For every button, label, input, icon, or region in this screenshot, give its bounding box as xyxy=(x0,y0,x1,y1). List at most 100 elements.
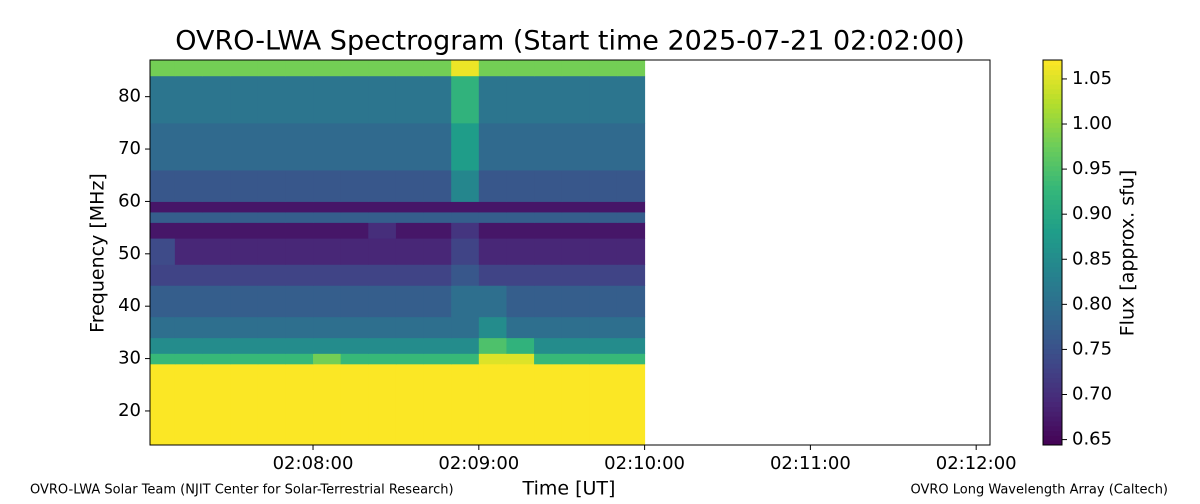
heatmap-cell xyxy=(313,337,342,354)
colorbar-swatch xyxy=(1043,156,1062,162)
y-tick-label: 60 xyxy=(118,190,141,211)
heatmap-cell xyxy=(368,363,397,446)
colorbar-swatch xyxy=(1043,199,1062,205)
colorbar-swatch xyxy=(1043,79,1062,85)
heatmap-cell xyxy=(616,201,646,213)
heatmap-cell xyxy=(368,170,397,202)
heatmap-cell xyxy=(451,238,480,265)
heatmap-cell xyxy=(423,170,452,202)
footer-left: OVRO-LWA Solar Team (NJIT Center for Sol… xyxy=(30,483,454,498)
heatmap-cell xyxy=(395,285,425,318)
heatmap-cell xyxy=(230,285,259,318)
heatmap-cell xyxy=(340,60,369,77)
heatmap-cell xyxy=(150,316,176,339)
heatmap-cell xyxy=(534,363,563,446)
heatmap-cell xyxy=(451,316,480,339)
heatmap-cell xyxy=(478,122,507,171)
colorbar-swatch xyxy=(1043,430,1062,436)
colorbar-swatch xyxy=(1043,141,1062,148)
heatmap-cell xyxy=(174,238,203,265)
heatmap-cell xyxy=(423,75,452,124)
heatmap-cell xyxy=(230,337,259,354)
colorbar-tick-label: 0.80 xyxy=(1072,293,1112,314)
heatmap-cell xyxy=(150,122,176,171)
heatmap-cell xyxy=(589,222,618,239)
heatmap-cell xyxy=(313,201,342,213)
colorbar-swatch xyxy=(1043,262,1062,268)
heatmap-cell xyxy=(202,353,231,365)
heatmap-cell xyxy=(174,337,203,354)
heatmap-cell xyxy=(150,211,176,223)
heatmap-cell xyxy=(589,75,618,124)
heatmap-cell xyxy=(451,122,480,171)
heatmap-cell xyxy=(150,238,176,265)
heatmap-cell xyxy=(451,75,480,124)
heatmap-cell xyxy=(589,353,618,365)
heatmap-cell xyxy=(202,337,231,354)
heatmap-cell xyxy=(150,264,176,286)
heatmap-cell xyxy=(478,264,507,286)
colorbar-swatch xyxy=(1043,435,1062,441)
heatmap-cell xyxy=(478,170,507,202)
colorbar-swatch xyxy=(1043,175,1062,181)
heatmap-cell xyxy=(202,201,231,213)
heatmap-cell xyxy=(451,285,480,318)
heatmap-cell xyxy=(285,337,314,354)
colorbar-swatch xyxy=(1043,218,1062,225)
heatmap-cell xyxy=(616,353,646,365)
heatmap-cell xyxy=(340,222,369,239)
heatmap-cell xyxy=(561,75,590,124)
heatmap-cell xyxy=(589,337,618,354)
colorbar-swatch xyxy=(1043,93,1062,99)
heatmap-cell xyxy=(534,75,563,124)
heatmap-cell xyxy=(451,201,480,213)
heatmap-cell xyxy=(313,285,342,318)
heatmap-cell xyxy=(202,285,231,318)
colorbar-swatch xyxy=(1043,228,1062,234)
colorbar-tick-label: 0.75 xyxy=(1072,338,1112,359)
heatmap-cell xyxy=(257,75,286,124)
heatmap-cell xyxy=(561,201,590,213)
heatmap-cell xyxy=(395,337,425,354)
colorbar-swatch xyxy=(1043,420,1062,427)
heatmap-cell xyxy=(589,363,618,446)
colorbar-swatch xyxy=(1043,185,1062,191)
heatmap-cell xyxy=(478,238,507,265)
heatmap-cell xyxy=(561,60,590,77)
heatmap-cell xyxy=(423,238,452,265)
heatmap-cell xyxy=(230,353,259,365)
heatmap-cell xyxy=(368,337,397,354)
heatmap-cell xyxy=(150,285,176,318)
heatmap-cell xyxy=(423,337,452,354)
heatmap-cell xyxy=(616,316,646,339)
heatmap-cell xyxy=(285,60,314,77)
colorbar-swatch xyxy=(1043,127,1062,133)
colorbar-swatch xyxy=(1043,194,1062,201)
heatmap-cell xyxy=(285,264,314,286)
y-axis-label: Frequency [MHz] xyxy=(87,173,109,333)
colorbar-swatch xyxy=(1043,161,1062,167)
heatmap-cell xyxy=(423,201,452,213)
heatmap-cell xyxy=(451,337,480,354)
heatmap-cell xyxy=(257,170,286,202)
heatmap-cell xyxy=(368,238,397,265)
heatmap-cell xyxy=(478,363,507,446)
heatmap-cell xyxy=(589,122,618,171)
heatmap-cell xyxy=(174,170,203,202)
heatmap-cell xyxy=(423,264,452,286)
heatmap-cell xyxy=(202,211,231,223)
colorbar-label: Flux [approx. sfu] xyxy=(1117,170,1139,337)
heatmap-cell xyxy=(174,285,203,318)
colorbar-swatch xyxy=(1043,305,1062,311)
colorbar-swatch xyxy=(1043,334,1062,340)
colorbar-swatch xyxy=(1043,146,1062,152)
heatmap-cell xyxy=(174,60,203,77)
colorbar-swatch xyxy=(1043,151,1062,157)
heatmap-cell xyxy=(451,170,480,202)
heatmap-cell xyxy=(285,285,314,318)
heatmap-cell xyxy=(506,316,535,339)
colorbar-swatch xyxy=(1043,276,1062,282)
heatmap-cell xyxy=(285,363,314,446)
heatmap-cell xyxy=(506,60,535,77)
heatmap-cell xyxy=(313,75,342,124)
